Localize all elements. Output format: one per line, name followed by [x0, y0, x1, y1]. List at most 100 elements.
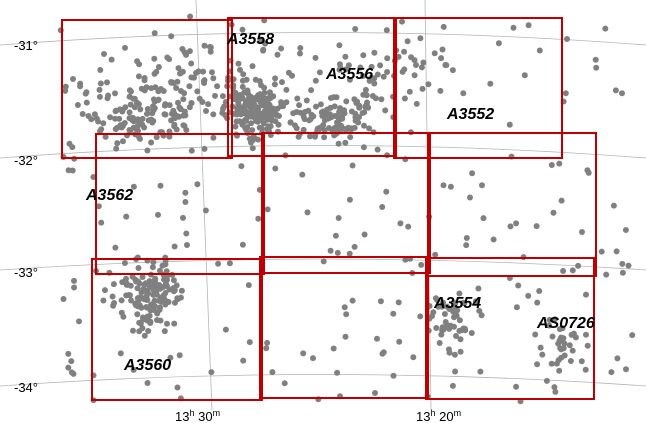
- galaxy-point: [318, 101, 324, 107]
- galaxy-point: [310, 355, 316, 361]
- galaxy-point: [122, 260, 128, 266]
- galaxy-point: [351, 96, 357, 102]
- galaxy-point: [568, 358, 574, 364]
- galaxy-point: [452, 369, 458, 375]
- cluster-label-a3558: A3558: [226, 31, 274, 48]
- galaxy-point: [487, 81, 493, 87]
- galaxy-point: [202, 146, 208, 152]
- galaxy-point: [280, 103, 286, 109]
- galaxy-point: [463, 242, 469, 248]
- galaxy-point: [247, 339, 253, 345]
- galaxy-point: [450, 67, 456, 73]
- galaxy-point: [162, 328, 168, 334]
- galaxy-point: [349, 109, 355, 115]
- galaxy-point: [152, 71, 158, 77]
- galaxy-point: [479, 312, 485, 318]
- galaxy-point: [143, 280, 149, 286]
- galaxy-point: [462, 327, 468, 333]
- galaxy-point: [66, 167, 72, 173]
- galaxy-point: [317, 69, 323, 75]
- galaxy-point: [620, 270, 626, 276]
- galaxy-point: [210, 75, 216, 81]
- galaxy-point: [352, 114, 358, 120]
- galaxy-point: [171, 321, 177, 327]
- galaxy-point: [363, 87, 369, 93]
- galaxy-point: [71, 285, 77, 291]
- galaxy-point: [384, 55, 390, 61]
- galaxy-point: [391, 373, 397, 379]
- galaxy-point: [550, 334, 556, 340]
- declination-labels: -31° -32° -33° -34°: [14, 38, 38, 395]
- galaxy-point: [309, 114, 315, 120]
- galaxy-point: [352, 26, 358, 32]
- galaxy-point: [399, 19, 405, 25]
- galaxy-point: [371, 50, 377, 56]
- galaxy-point: [227, 260, 233, 266]
- galaxy-point: [294, 125, 300, 131]
- galaxy-point: [532, 332, 538, 338]
- dec-grid-line: [0, 33, 646, 46]
- cluster-label-a3562: A3562: [85, 187, 133, 204]
- galaxy-point: [112, 90, 118, 96]
- galaxy-point: [619, 90, 625, 96]
- galaxy-point: [623, 227, 629, 233]
- galaxy-point: [145, 290, 151, 296]
- galaxy-point: [366, 125, 372, 131]
- galaxy-point: [158, 183, 164, 189]
- galaxy-point: [135, 285, 141, 291]
- galaxy-point: [71, 278, 77, 284]
- galaxy-point: [236, 61, 242, 67]
- galaxy-point: [141, 125, 147, 131]
- galaxy-point: [538, 345, 544, 351]
- dec-label-minus32: -32°: [14, 153, 38, 168]
- galaxy-point: [417, 35, 423, 41]
- galaxy-point: [378, 298, 384, 304]
- galaxy-point: [257, 78, 263, 84]
- galaxy-point: [350, 298, 356, 304]
- galaxy-point: [203, 108, 209, 114]
- galaxy-point: [458, 336, 464, 342]
- galaxy-point: [120, 107, 126, 113]
- galaxy-point: [556, 368, 562, 374]
- cluster-label-a3560: A3560: [123, 357, 171, 374]
- galaxy-point: [70, 76, 76, 82]
- galaxy-point: [238, 163, 244, 169]
- galaxy-point: [343, 311, 349, 317]
- galaxy-point: [276, 122, 282, 128]
- galaxy-point: [171, 122, 177, 128]
- galaxy-point: [585, 343, 591, 349]
- ra-labels: 13h 30m 13h 20m: [175, 408, 461, 423]
- galaxy-point: [139, 86, 145, 92]
- galaxy-point: [136, 328, 142, 334]
- galaxy-point: [113, 108, 119, 114]
- ra-label-13h20m: 13h 20m: [416, 408, 461, 423]
- galaxy-point: [252, 135, 258, 141]
- galaxy-point: [328, 248, 334, 254]
- galaxy-point: [352, 244, 358, 250]
- galaxy-point: [288, 120, 294, 126]
- cluster-label-a3552: A3552: [446, 106, 494, 123]
- galaxy-point: [127, 109, 133, 115]
- galaxy-point: [149, 301, 155, 307]
- galaxy-point: [341, 107, 347, 113]
- galaxy-point: [246, 97, 252, 103]
- galaxy-point: [477, 369, 483, 375]
- dec-label-minus33: -33°: [14, 265, 38, 280]
- galaxy-point: [187, 48, 193, 54]
- galaxy-point: [129, 117, 135, 123]
- galaxy-point: [579, 229, 585, 235]
- galaxy-point: [300, 350, 306, 356]
- galaxy-point: [172, 244, 178, 250]
- galaxy-point: [626, 263, 632, 269]
- galaxy-point: [109, 57, 115, 63]
- galaxy-point: [467, 195, 473, 201]
- galaxy-point: [552, 389, 558, 395]
- galaxy-point: [84, 100, 90, 106]
- galaxy-point: [262, 108, 268, 114]
- galaxy-point: [599, 249, 605, 255]
- ra-hours: 13: [416, 409, 430, 423]
- galaxy-point: [629, 332, 635, 338]
- galaxy-point: [347, 134, 353, 140]
- galaxy-point: [118, 350, 124, 356]
- galaxy-point: [143, 297, 149, 303]
